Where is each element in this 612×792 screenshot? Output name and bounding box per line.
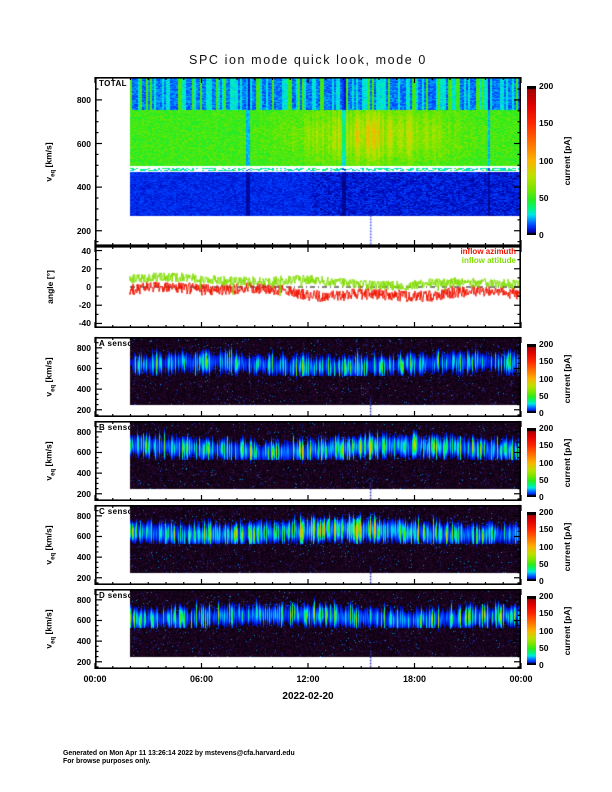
x-tick-label: 00:00: [509, 674, 533, 684]
y-tick-label: 400: [76, 384, 91, 395]
angle-legend: inflow azimuth inflow attitude: [95, 247, 516, 265]
y-tick-label: -20: [78, 300, 91, 311]
colorbar-tick-label: 100: [539, 541, 554, 552]
y-tick-label: -40: [78, 318, 91, 329]
colorbar-tick-label: 50: [539, 192, 549, 203]
sensor-d-spectrogram-canvas: [95, 589, 521, 669]
colorbar-tick-label: 50: [539, 390, 549, 401]
y-tick-label: 400: [76, 182, 91, 193]
y-tick-label: 200: [76, 225, 91, 236]
x-tick-label: 12:00: [296, 674, 320, 684]
colorbar-tick-label: 50: [539, 642, 549, 653]
x-tick-label: 00:00: [83, 674, 107, 684]
x-tick-label: 06:00: [189, 674, 214, 684]
colorbar-axis-label: current [pA]: [562, 438, 572, 487]
y-tick-label: 0: [86, 282, 91, 292]
colorbar-axis-label: current [pA]: [562, 354, 572, 403]
y-tick-label: 200: [76, 404, 91, 415]
y-tick-label: 800: [76, 426, 91, 437]
colorbar-canvas: [527, 428, 536, 497]
y-tick-label: 600: [76, 531, 91, 542]
legend-inflow-attitude: inflow attitude: [461, 256, 516, 265]
y-tick-label: 600: [76, 447, 91, 458]
total-spectrogram-canvas: [95, 77, 521, 246]
panel-sensor-b: B sensor: [94, 420, 522, 502]
colorbar-canvas: [527, 86, 536, 235]
panel-sensor-a: A sensor: [94, 336, 522, 418]
colorbar-tick-label: 200: [539, 591, 554, 601]
colorbar-tick-label: 0: [539, 492, 544, 502]
colorbar-canvas: [527, 512, 536, 581]
y-axis-label-c: veq [km/s]: [43, 525, 57, 565]
colorbar-axis-label: current [pA]: [562, 522, 572, 571]
colorbar-tick-label: 100: [539, 373, 554, 384]
colorbar-tick-label: 0: [539, 230, 544, 240]
colorbar-tick-label: 200: [539, 81, 554, 91]
y-tick-label: 600: [76, 363, 91, 374]
y-axis-label-a: veq [km/s]: [43, 357, 57, 397]
axis-frame: [94, 246, 522, 329]
colorbar-tick-label: 150: [539, 118, 554, 129]
footer: Generated on Mon Apr 11 13:26:14 2022 by…: [63, 750, 295, 766]
y-axis-label-b: veq [km/s]: [43, 441, 57, 481]
axis-frame: [94, 504, 522, 586]
y-tick-label: 200: [76, 572, 91, 583]
y-tick-label: 600: [76, 615, 91, 626]
y-tick-label: 800: [76, 594, 91, 605]
angle-plot-canvas: [95, 246, 521, 328]
colorbar-tick-label: 150: [539, 356, 554, 367]
x-tick-label: 18:00: [402, 674, 427, 684]
plot-title: SPC ion mode quick look, mode 0: [189, 53, 427, 67]
colorbar-tick-label: 0: [539, 408, 544, 418]
axis-frame: [94, 336, 522, 418]
y-tick-label: 600: [76, 138, 91, 149]
sensor-b-spectrogram-canvas: [95, 421, 521, 501]
panel-total: TOTAL: [94, 77, 522, 246]
y-tick-label: 20: [81, 263, 91, 274]
colorbar-tick-label: 100: [539, 457, 554, 468]
footer-browse-line: For browse purposes only.: [63, 758, 151, 765]
colorbar-axis-label: current [pA]: [562, 606, 572, 655]
y-axis-label-d: veq [km/s]: [43, 609, 57, 649]
panel-sensor-c: C sensor: [94, 504, 522, 586]
y-tick-label: 800: [76, 510, 91, 521]
colorbar-tick-label: 150: [539, 608, 554, 619]
colorbar-tick-label: 0: [539, 660, 544, 670]
panel-angle: [94, 246, 522, 329]
x-axis-date-label: 2022-02-20: [282, 691, 334, 702]
colorbar-tick-label: 150: [539, 524, 554, 535]
axis-frame: [94, 420, 522, 502]
y-axis-label-angle: angle [°]: [45, 270, 55, 304]
colorbar-canvas: [527, 344, 536, 413]
sensor-c-spectrogram-canvas: [95, 505, 521, 585]
colorbar-tick-label: 200: [539, 423, 554, 433]
colorbar-tick-label: 200: [539, 507, 554, 517]
colorbar-tick-label: 100: [539, 625, 554, 636]
y-tick-label: 400: [76, 636, 91, 647]
axis-frame: [94, 588, 522, 670]
colorbar-axis-label: current [pA]: [562, 136, 572, 185]
colorbar-tick-label: 0: [539, 576, 544, 586]
colorbar-canvas: [527, 596, 536, 665]
y-tick-label: 200: [76, 488, 91, 499]
colorbar-tick-label: 50: [539, 558, 549, 569]
colorbar-tick-label: 100: [539, 155, 554, 166]
colorbar-tick-label: 150: [539, 440, 554, 451]
y-axis-label-total: veq [km/s]: [43, 141, 57, 182]
y-tick-label: 200: [76, 656, 91, 667]
sensor-a-spectrogram-canvas: [95, 337, 521, 417]
colorbar-tick-label: 50: [539, 474, 549, 485]
legend-inflow-azimuth: inflow azimuth: [460, 247, 516, 256]
y-tick-label: 40: [81, 245, 91, 256]
y-tick-label: 400: [76, 468, 91, 479]
y-tick-label: 800: [76, 342, 91, 353]
panel-sensor-d: D sensor: [94, 588, 522, 670]
axis-frame: [94, 77, 522, 246]
y-tick-label: 800: [76, 94, 91, 105]
y-tick-label: 400: [76, 552, 91, 563]
colorbar-tick-label: 200: [539, 339, 554, 349]
footer-generated-line: Generated on Mon Apr 11 13:26:14 2022 by…: [63, 750, 295, 757]
